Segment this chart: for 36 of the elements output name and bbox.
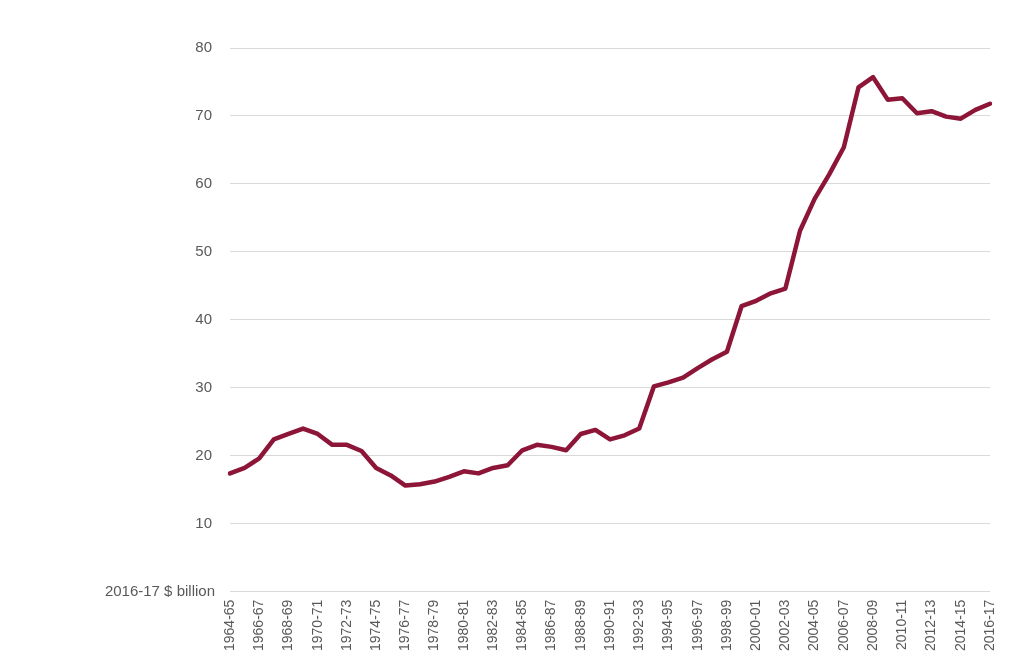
x-tick-label: 2010-11 (893, 599, 910, 650)
y-tick-label: 70 (195, 106, 212, 124)
x-tick-label: 2016-17 (980, 599, 997, 652)
x-tick-label: 1976-77 (396, 599, 413, 652)
x-tick-label: 1992-93 (630, 599, 647, 652)
y-tick-label: 60 (195, 174, 212, 192)
x-tick-label: 1982-83 (483, 599, 500, 652)
x-tick-label: 1986-87 (542, 599, 559, 652)
y-tick-label: 30 (195, 377, 212, 395)
x-tick-label: 1972-73 (337, 599, 354, 652)
x-tick-label: 1964-65 (220, 599, 237, 652)
x-tick-label: 2006-07 (834, 599, 851, 652)
x-tick-label: 1988-89 (571, 599, 588, 652)
x-tick-label: 1978-79 (425, 599, 442, 652)
x-tick-label: 1996-97 (688, 599, 705, 652)
x-tick-label: 1966-67 (250, 599, 267, 652)
x-tick-label: 1994-95 (659, 599, 676, 652)
y-tick-label: 20 (195, 445, 212, 463)
y-axis-title: 2016-17 $ billion (104, 581, 215, 599)
y-tick-label: 50 (195, 242, 212, 259)
x-tick-label: 1990-91 (600, 599, 617, 652)
y-tick-label: 10 (195, 513, 212, 531)
x-tick-label: 2012-13 (922, 599, 939, 652)
y-tick-label: 80 (195, 38, 212, 56)
x-tick-label: 2014-15 (951, 599, 968, 652)
x-tick-label: 1998-99 (717, 599, 734, 652)
x-tick-label: 1970-71 (308, 599, 325, 652)
x-tick-label: 1968-69 (279, 599, 296, 652)
y-tick-label: 40 (195, 309, 212, 327)
x-tick-label: 1984-85 (513, 599, 530, 652)
x-tick-label: 2000-01 (747, 599, 764, 652)
x-tick-label: 1974-75 (367, 599, 384, 652)
x-tick-label: 2002-03 (776, 599, 793, 652)
x-tick-label: 2004-05 (805, 599, 822, 652)
x-tick-label: 1980-81 (454, 599, 471, 652)
x-tick-label: 2008-09 (863, 599, 880, 652)
